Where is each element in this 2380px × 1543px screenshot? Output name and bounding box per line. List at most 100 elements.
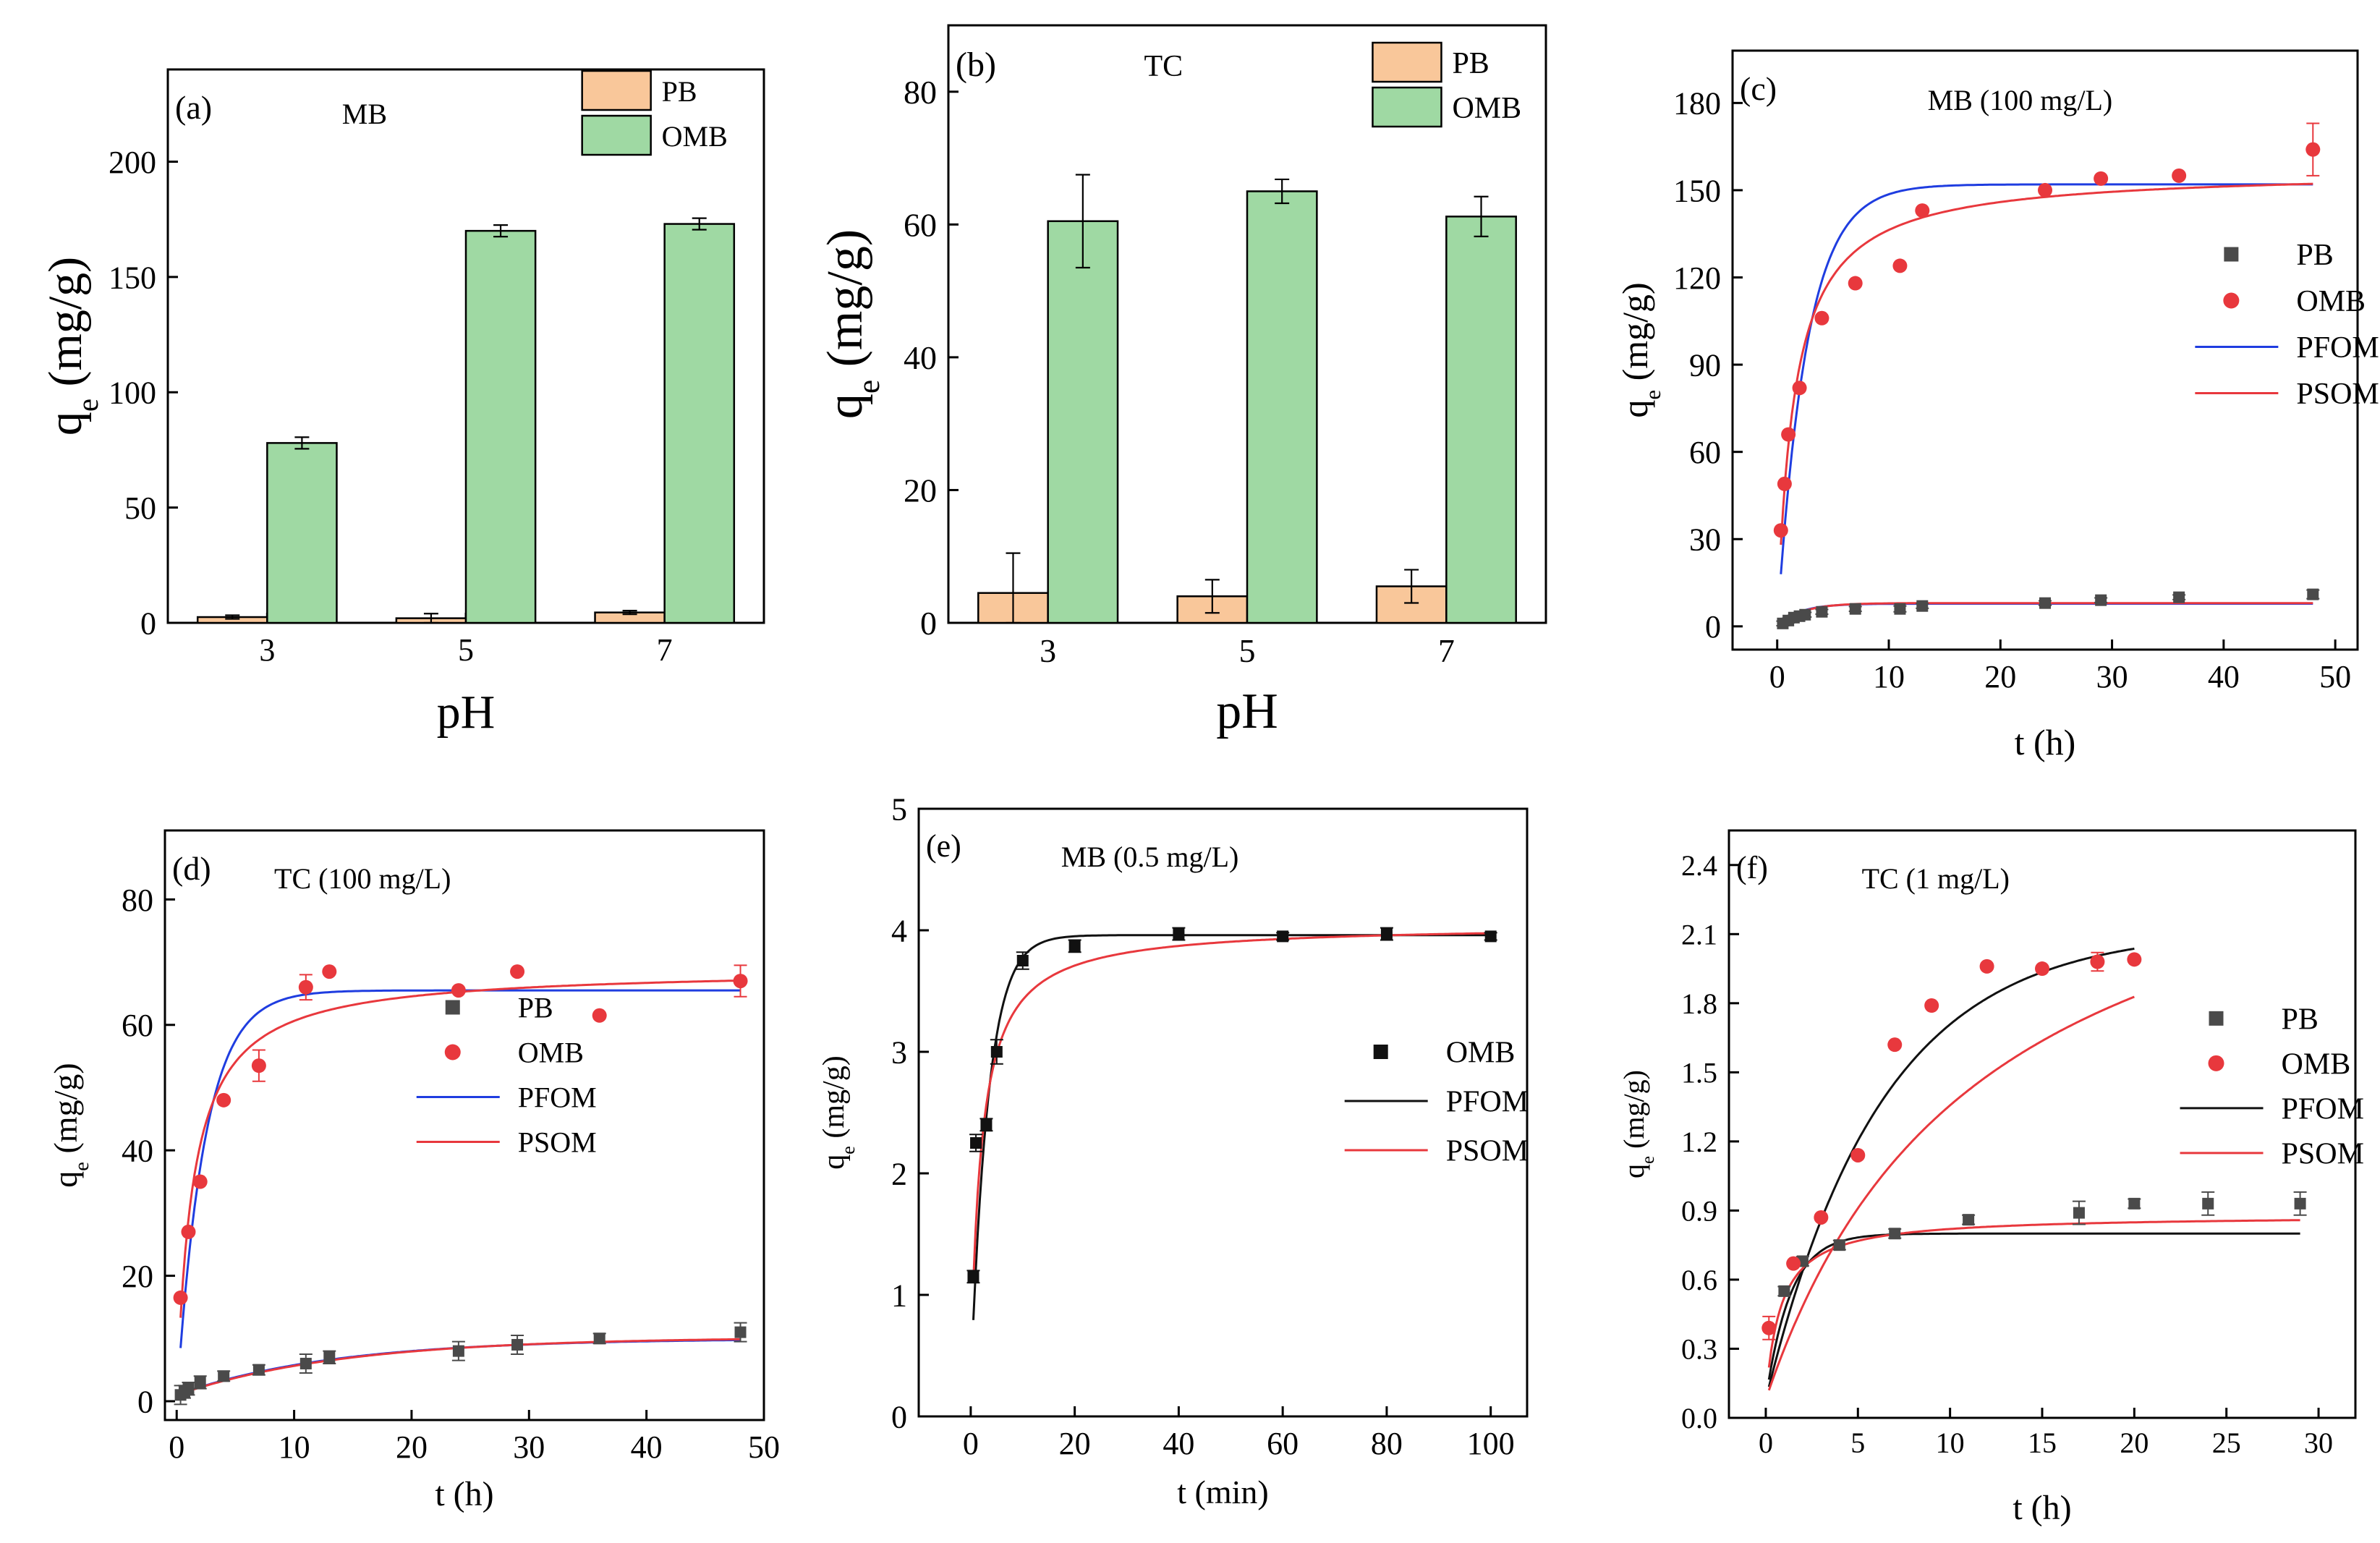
panel-b: 0 20 40 60 80 3 5 7 qe (mg/g) pH (b) TC PB OMB <box>817 24 1547 739</box>
data-point-pb <box>452 1345 464 1357</box>
data-point-omb <box>1892 258 1908 273</box>
x-tick-label: 20 <box>2120 1427 2149 1459</box>
panel-label: (f) <box>1736 850 1768 885</box>
x-tick-label: 3 <box>259 632 275 668</box>
y-axis-label: qe (mg/g) <box>39 257 104 435</box>
y-tick-label: 0 <box>137 1384 153 1419</box>
y-axis-label: qe (mg/g) <box>1615 282 1665 417</box>
x-tick-label: 40 <box>1163 1426 1194 1461</box>
x-tick-label: 60 <box>1267 1426 1299 1461</box>
y-tick-label: 20 <box>904 472 937 509</box>
panel-e: 0 1 2 3 4 5 0 20 40 60 80 100 qe (mg/g) t (min) (e) MB … <box>817 791 1529 1510</box>
y-axis-label: qe (mg/g) <box>1618 1070 1658 1178</box>
x-axis-label: pH <box>1216 684 1278 739</box>
legend-swatch-omb <box>1372 86 1442 128</box>
data-point-pb <box>2202 1197 2214 1210</box>
legend-label: OMB <box>2296 285 2366 318</box>
data-point-pb <box>1833 1239 1845 1251</box>
legend-marker <box>445 1000 460 1015</box>
y-tick-label: 30 <box>1689 522 1721 558</box>
panel-a: 0 50 100 150 200 3 5 7 qe (mg/g) pH (a) MB PB OMB <box>39 68 765 739</box>
data-point-pb <box>1778 1285 1790 1297</box>
data-point-pb <box>1849 603 1861 615</box>
data-point-omb <box>251 1058 266 1074</box>
legend-label: PSOM <box>1446 1135 1529 1168</box>
legend-label: PSOM <box>2296 378 2379 411</box>
data-point-omb <box>2094 171 2109 186</box>
legend-swatch-pb <box>1372 41 1442 83</box>
data-point-omb <box>2127 952 2142 967</box>
x-tick-label: 50 <box>2319 659 2351 694</box>
data-point-omb <box>1814 310 1829 326</box>
data-point-omb <box>2172 168 2187 183</box>
x-tick-label: 100 <box>1467 1426 1515 1461</box>
x-tick-label: 10 <box>1936 1427 1965 1459</box>
x-tick-label: 40 <box>631 1429 663 1465</box>
x-tick-label: 20 <box>1059 1426 1091 1461</box>
data-point-pb <box>2294 1197 2306 1210</box>
x-tick-label: 5 <box>1239 632 1256 669</box>
data-point-pb <box>593 1332 605 1345</box>
data-point-omb <box>1173 928 1185 940</box>
legend-marker <box>444 1044 461 1060</box>
y-tick-label: 1.5 <box>1681 1056 1717 1089</box>
bar-omb <box>1246 190 1318 624</box>
chart-title: MB <box>342 98 387 130</box>
y-tick-label: 0.6 <box>1681 1264 1717 1296</box>
fit-line-psom <box>179 979 741 1318</box>
data-point-omb <box>1792 381 1807 396</box>
chart-title: MB (0.5 mg/L) <box>1061 841 1239 873</box>
plot-frame <box>163 829 765 1421</box>
data-point-omb <box>2038 182 2052 197</box>
y-tick-label: 100 <box>109 375 156 411</box>
data-point-omb <box>1915 203 1930 218</box>
data-point-pb <box>323 1351 336 1364</box>
data-point-omb <box>980 1118 993 1131</box>
bar-omb <box>1047 220 1119 624</box>
legend-label: OMB <box>662 120 728 153</box>
y-tick-label: 1.8 <box>1681 987 1717 1020</box>
data-point-omb <box>1484 930 1497 943</box>
bar-omb <box>266 442 338 624</box>
data-point-omb <box>592 1008 607 1023</box>
y-axis-label: qe (mg/g) <box>817 229 886 419</box>
data-point-omb <box>2305 142 2321 157</box>
x-tick-label: 0 <box>1769 659 1785 694</box>
legend-label: PB <box>2296 239 2333 272</box>
x-axis-label: pH <box>437 686 496 739</box>
y-tick-label: 40 <box>904 339 937 376</box>
x-tick-label: 80 <box>1371 1426 1403 1461</box>
data-point-omb <box>1016 955 1029 966</box>
y-tick-label: 60 <box>1689 435 1721 470</box>
data-point-omb <box>1380 928 1393 940</box>
data-point-omb <box>2090 954 2105 969</box>
y-tick-label: 0 <box>1705 609 1721 645</box>
data-point-omb <box>1814 1210 1829 1225</box>
data-point-pb <box>2039 597 2051 609</box>
chart-title: TC (1 mg/L) <box>1862 862 2010 895</box>
legend-label: OMB <box>2282 1048 2351 1081</box>
chart-title: TC (100 mg/L) <box>274 862 451 895</box>
data-point-omb <box>192 1174 208 1189</box>
fit-line-psom <box>1780 182 2313 545</box>
data-point-omb <box>1781 427 1796 442</box>
data-point-pb <box>511 1338 524 1351</box>
y-tick-label: 180 <box>1673 86 1721 122</box>
plot-frame <box>917 807 1529 1418</box>
panel-label: (b) <box>956 46 996 84</box>
x-tick-label: 3 <box>1040 632 1056 669</box>
fit-line-pfom <box>1780 183 2313 574</box>
data-point-pb <box>2073 1207 2085 1219</box>
data-point-pb <box>1963 1214 1975 1226</box>
legend-label: PSOM <box>2282 1138 2364 1171</box>
x-tick-label: 10 <box>1873 659 1905 694</box>
legend-marker <box>2223 292 2240 309</box>
legend-label: PFOM <box>1446 1086 1529 1119</box>
data-point-omb <box>1786 1256 1801 1271</box>
fit-line-pfom <box>179 989 741 1348</box>
y-tick-label: 3 <box>891 1034 907 1070</box>
x-tick-label: 7 <box>657 632 673 668</box>
panel-label: (e) <box>926 828 961 864</box>
x-axis-label: t (h) <box>2013 1489 2071 1527</box>
